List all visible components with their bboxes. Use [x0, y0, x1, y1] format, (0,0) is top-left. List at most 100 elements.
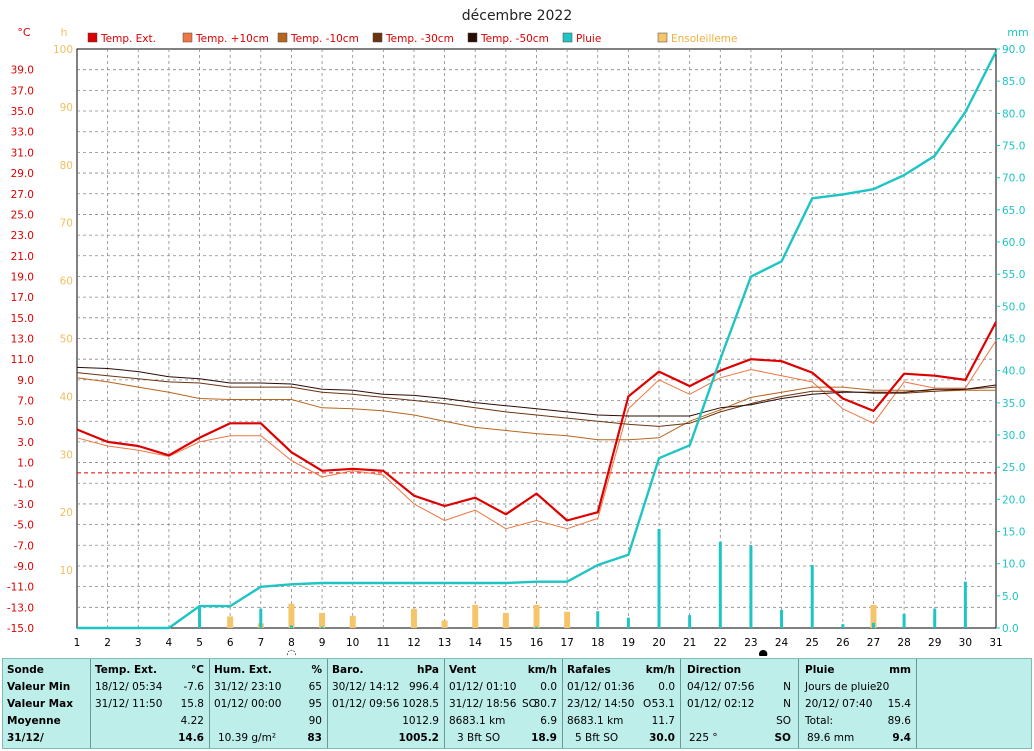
- rain-axis-unit: mm: [1007, 26, 1028, 39]
- rain-total-label: Total:: [805, 715, 834, 727]
- humidity-min-date: 31/12/ 23:10: [214, 681, 282, 693]
- rain-tick-label: 40.0: [1002, 366, 1025, 378]
- temp-tick-label: 5.0: [17, 416, 34, 428]
- chart-title: décembre 2022: [462, 8, 572, 24]
- wind-distance: 8683.1 km: [449, 715, 506, 727]
- rain-tick-label: 20.0: [1002, 494, 1025, 506]
- humidity-max-date: 01/12/ 00:00: [214, 698, 282, 710]
- sunshine-bar: [441, 620, 448, 628]
- rain-days-label: Jours de pluie:: [805, 681, 880, 693]
- temp-column: Temp. Ext. °C 18/12/ 05:34 -7.6 31/12/ 1…: [90, 659, 210, 748]
- chart-grid: [76, 48, 997, 629]
- baro-average: 1012.9: [402, 715, 439, 727]
- sunshine-bar: [288, 603, 295, 628]
- humidity-current: 83: [307, 732, 322, 744]
- rain-daily-bar: [718, 541, 722, 628]
- rain-tick-label: 30.0: [1002, 430, 1025, 442]
- direction-max-date: 01/12/ 02:12: [687, 698, 755, 710]
- gusts-title: Rafales: [567, 664, 611, 676]
- sonde-title: Sonde: [7, 664, 44, 676]
- temp-tick-label: 9.0: [17, 375, 34, 387]
- temp-current: 14.6: [178, 732, 204, 744]
- rain-daily-bar: [841, 624, 845, 628]
- legend-label: Temp. Ext.: [100, 33, 156, 45]
- temp-tick-label: 11.0: [11, 354, 34, 366]
- legend-swatch: [277, 32, 288, 43]
- temp-tick-label: -1.0: [14, 478, 35, 490]
- rain-tick-label: 25.0: [1002, 462, 1025, 474]
- wind-title: Vent: [449, 664, 477, 676]
- temp-tick-label: 31.0: [11, 147, 34, 159]
- x-tick-label: 10: [346, 637, 359, 649]
- x-tick-label: 31: [989, 637, 1002, 649]
- rain-tick-label: 10.0: [1002, 559, 1025, 571]
- temp-tick-label: 33.0: [11, 127, 34, 139]
- temp-tick-label: 29.0: [11, 168, 34, 180]
- wind-max-value: 30.7: [533, 698, 557, 710]
- wind-current: 18.9: [531, 732, 557, 744]
- moon-marker: ◌: [287, 647, 297, 656]
- hours-tick-label: 50: [60, 334, 73, 346]
- gusts-min-date: 01/12/ 01:36: [567, 681, 635, 693]
- rain-days-value: 20: [876, 681, 890, 693]
- rain-tick-label: 70.0: [1002, 173, 1025, 185]
- chart-legend: Temp. Ext. Temp. +10cm Temp. -10cm Temp. -3…: [87, 32, 737, 45]
- temp-tick-label: 13.0: [11, 334, 34, 346]
- x-tick-label: 20: [652, 637, 665, 649]
- temp-tick-label: 7.0: [17, 396, 34, 408]
- gusts-max-value: 53.1: [651, 698, 675, 710]
- rain-daily-bar: [871, 622, 875, 628]
- rain-daily-bar: [657, 528, 661, 628]
- temp-tick-label: 23.0: [11, 230, 34, 242]
- sunshine-bar: [502, 612, 509, 628]
- temp-axis-unit: °C: [17, 26, 31, 39]
- legend-label: Temp. -30cm: [385, 33, 454, 45]
- rain-current: 9.4: [892, 732, 911, 744]
- series-line-temp-10cm: [76, 377, 996, 441]
- humidity-average: 90: [308, 715, 322, 727]
- row-label-min: Valeur Min: [7, 681, 71, 693]
- legend-label: Ensoleilleme: [671, 33, 737, 45]
- hours-tick-label: 10: [60, 565, 73, 577]
- gusts-max-direction: O: [643, 698, 652, 710]
- baro-title: Baro.: [332, 664, 364, 676]
- rain-tick-label: 65.0: [1002, 205, 1025, 217]
- gusts-max-date: 23/12/ 14:50: [567, 698, 635, 710]
- sunshine-bar: [472, 604, 479, 628]
- temp-title: Temp. Ext.: [95, 664, 157, 676]
- temp-tick-label: 21.0: [11, 251, 34, 263]
- wind-max-direction: SO: [522, 698, 537, 710]
- wind-average: 6.9: [540, 715, 557, 727]
- temp-tick-label: 39.0: [11, 65, 34, 77]
- x-tick-label: 28: [897, 637, 910, 649]
- sonde-column: Sonde Valeur Min Valeur Max Moyenne 31/1…: [3, 659, 90, 748]
- wind-beaufort: 3 Bft SO: [457, 732, 501, 744]
- sunshine-bar: [410, 608, 417, 628]
- x-tick-label: 5: [196, 637, 203, 649]
- x-tick-label: 19: [622, 637, 635, 649]
- rain-tick-label: 85.0: [1002, 76, 1025, 88]
- hours-tick-label: 100: [53, 44, 73, 56]
- rain-daily-bar: [259, 608, 263, 628]
- x-tick-label: 7: [257, 637, 264, 649]
- legend-swatch: [87, 32, 98, 43]
- hours-tick-label: 80: [60, 160, 73, 172]
- temp-max-date: 31/12/ 11:50: [95, 698, 163, 710]
- rain-current-total: 89.6 mm: [807, 732, 855, 744]
- temp-min-value: -7.6: [183, 681, 205, 693]
- x-tick-label: 24: [775, 637, 789, 649]
- sunshine-bar: [227, 616, 234, 628]
- row-label-avg: Moyenne: [7, 715, 61, 727]
- rain-daily-bar: [198, 606, 202, 628]
- x-tick-label: 1: [74, 637, 81, 649]
- hours-tick-label: 60: [60, 276, 73, 288]
- rain-tick-label: 45.0: [1002, 334, 1025, 346]
- humidity-max-value: 95: [308, 698, 322, 710]
- series-line-temp-ext-: [76, 321, 997, 522]
- wind-min-value: 0.0: [540, 681, 557, 693]
- temp-tick-label: -13.0: [7, 602, 34, 614]
- direction-column: Direction 04/12/ 07:56 N 01/12/ 02:12 N …: [680, 659, 799, 748]
- chart-bars: [198, 528, 967, 628]
- rain-max-value: 15.4: [887, 698, 911, 710]
- rain-tick-label: 0.0: [1002, 623, 1019, 635]
